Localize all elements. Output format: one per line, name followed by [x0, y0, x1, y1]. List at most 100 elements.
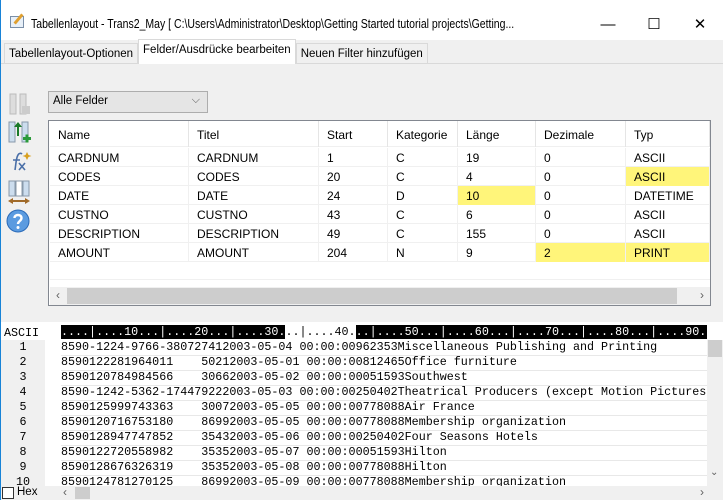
column-header-length[interactable]: Länge	[458, 121, 536, 147]
cell-decimals[interactable]: 0	[536, 186, 626, 205]
horizontal-scrollbar[interactable]: ‹ ›	[50, 287, 710, 305]
line-text: 8590120784984566 30662003-05-02 00:00:00…	[61, 370, 707, 386]
cell-title[interactable]: CARDNUM	[189, 148, 319, 167]
cell-start[interactable]: 43	[319, 205, 388, 224]
maximize-button[interactable]: ☐	[647, 16, 661, 33]
cell-decimals[interactable]: 0	[536, 205, 626, 224]
preview-line: 3 8590120784984566 30662003-05-02 00:00:0…	[1, 370, 707, 386]
column-header-start[interactable]: Start	[319, 121, 388, 147]
minimize-button[interactable]: —	[600, 16, 616, 33]
ruler-segment-selected: ..|....40.	[285, 325, 356, 339]
vertical-scrollbar[interactable]: ⌄	[707, 340, 723, 486]
field-row[interactable]: AMOUNT AMOUNT 204 N 9 2 PRINT	[50, 243, 710, 262]
cell-type[interactable]: DATETIME	[626, 186, 710, 205]
column-header-name[interactable]: Name	[50, 121, 189, 147]
preview-line: 5 8590125999743363 30072003-05-05 00:00:0…	[1, 400, 707, 416]
cell-decimals[interactable]: 0	[536, 224, 626, 243]
add-field-icon[interactable]	[6, 120, 32, 144]
column-header-type[interactable]: Typ	[626, 121, 710, 147]
cell-title[interactable]: CODES	[189, 167, 319, 186]
cell-length[interactable]: 155	[458, 224, 536, 243]
cell-start[interactable]: 49	[319, 224, 388, 243]
scroll-left-icon[interactable]: ‹	[63, 485, 67, 499]
scroll-left-icon[interactable]: ‹	[56, 288, 60, 302]
cell-type[interactable]: PRINT	[626, 243, 710, 262]
line-number: 1	[1, 340, 45, 355]
cell-type[interactable]: ASCII	[626, 205, 710, 224]
cell-decimals[interactable]: 0	[536, 167, 626, 186]
field-row[interactable]: CODES CODES 20 C 4 0 ASCII	[50, 167, 710, 186]
cell-title[interactable]: AMOUNT	[189, 243, 319, 262]
cell-title[interactable]: DESCRIPTION	[189, 224, 319, 243]
cell-title[interactable]: DATE	[189, 186, 319, 205]
preview-horizontal-scrollbar[interactable]: ‹ ›	[61, 485, 707, 500]
field-row[interactable]: CARDNUM CARDNUM 1 C 19 0 ASCII	[50, 148, 710, 167]
cell-length[interactable]: 9	[458, 243, 536, 262]
field-row[interactable]: DATE DATE 24 D 10 0 DATETIME	[50, 186, 710, 205]
cell-category[interactable]: C	[388, 167, 458, 186]
scrollbar-thumb[interactable]	[75, 487, 90, 499]
hex-checkbox[interactable]	[2, 487, 14, 499]
delete-field-icon[interactable]	[6, 92, 32, 116]
cell-name[interactable]: CUSTNO	[50, 205, 189, 224]
line-number: 7	[1, 430, 45, 445]
cell-name[interactable]: CARDNUM	[50, 148, 189, 167]
field-filter-dropdown[interactable]: Alle Felder ⌵	[48, 91, 208, 113]
cell-decimals[interactable]: 2	[536, 243, 626, 262]
cell-category[interactable]: N	[388, 243, 458, 262]
scroll-down-icon[interactable]: ⌄	[710, 467, 719, 478]
line-text: 8590125999743363 30072003-05-05 00:00:00…	[61, 400, 707, 416]
cell-name[interactable]: AMOUNT	[50, 243, 189, 262]
cell-length[interactable]: 10	[458, 186, 536, 205]
line-text: 8590122720558982 35352003-05-07 00:00:00…	[61, 445, 707, 461]
tab-edit-fields[interactable]: Felder/Ausdrücke bearbeiten	[138, 39, 296, 64]
help-icon[interactable]	[6, 208, 32, 233]
cell-length[interactable]: 19	[458, 148, 536, 167]
cell-type[interactable]: ASCII	[626, 148, 710, 167]
scrollbar-thumb[interactable]	[708, 340, 722, 357]
line-number: 3	[1, 370, 45, 385]
tab-add-filter[interactable]: Neuen Filter hinzufügen	[295, 43, 428, 64]
cell-type[interactable]: ASCII	[626, 224, 710, 243]
tab-table-layout-options[interactable]: Tabellenlayout-Optionen	[4, 43, 139, 64]
column-header-decimals[interactable]: Dezimale	[536, 121, 626, 147]
cell-start[interactable]: 1	[319, 148, 388, 167]
field-row[interactable]: DESCRIPTION DESCRIPTION 49 C 155 0 ASCII	[50, 224, 710, 243]
title-bar: Tabellenlayout - Trans2_May [ C:\Users\A…	[1, 0, 723, 40]
ruler-segment: ....|....10...|....20...|....30.	[61, 325, 286, 339]
data-preview: ASCII ....|....10...|....20...|....30...…	[1, 322, 723, 491]
line-number: 6	[1, 415, 45, 430]
add-expression-icon[interactable]	[6, 150, 32, 174]
scrollbar-thumb[interactable]	[67, 288, 677, 304]
cell-category[interactable]: D	[388, 186, 458, 205]
cell-start[interactable]: 204	[319, 243, 388, 262]
preview-line: 4 8590-1242-5362-174479222003-05-03 00:00…	[1, 385, 707, 401]
field-row[interactable]: CUSTNO CUSTNO 43 C 6 0 ASCII	[50, 205, 710, 224]
cell-category[interactable]: C	[388, 224, 458, 243]
cell-name[interactable]: DATE	[50, 186, 189, 205]
scroll-right-icon[interactable]: ›	[700, 288, 704, 302]
cell-length[interactable]: 6	[458, 205, 536, 224]
cell-category[interactable]: C	[388, 205, 458, 224]
line-text: 8590122281964011 50212003-05-01 00:00:00…	[61, 355, 707, 371]
column-width-icon[interactable]	[6, 180, 32, 204]
column-header-category[interactable]: Kategorie	[388, 121, 458, 147]
cell-start[interactable]: 20	[319, 167, 388, 186]
scroll-right-icon[interactable]: ›	[700, 485, 704, 499]
line-number: 4	[1, 385, 45, 400]
cell-name[interactable]: DESCRIPTION	[50, 224, 189, 243]
fields-table: Name Titel Start Kategorie Länge Dezimal…	[48, 120, 711, 306]
cell-start[interactable]: 24	[319, 186, 388, 205]
cell-name[interactable]: CODES	[50, 167, 189, 186]
cell-category[interactable]: C	[388, 148, 458, 167]
close-button[interactable]: ✕	[693, 16, 707, 33]
line-text: 8590128947747852 35432003-05-06 00:00:00…	[61, 430, 707, 446]
cell-type[interactable]: ASCII	[626, 167, 710, 186]
cell-decimals[interactable]: 0	[536, 148, 626, 167]
column-header-title[interactable]: Titel	[189, 121, 319, 147]
cell-length[interactable]: 4	[458, 167, 536, 186]
preview-line: 7 8590128947747852 35432003-05-06 00:00:0…	[1, 430, 707, 446]
cell-title[interactable]: CUSTNO	[189, 205, 319, 224]
column-ruler[interactable]: ....|....10...|....20...|....30...|....4…	[61, 325, 707, 339]
